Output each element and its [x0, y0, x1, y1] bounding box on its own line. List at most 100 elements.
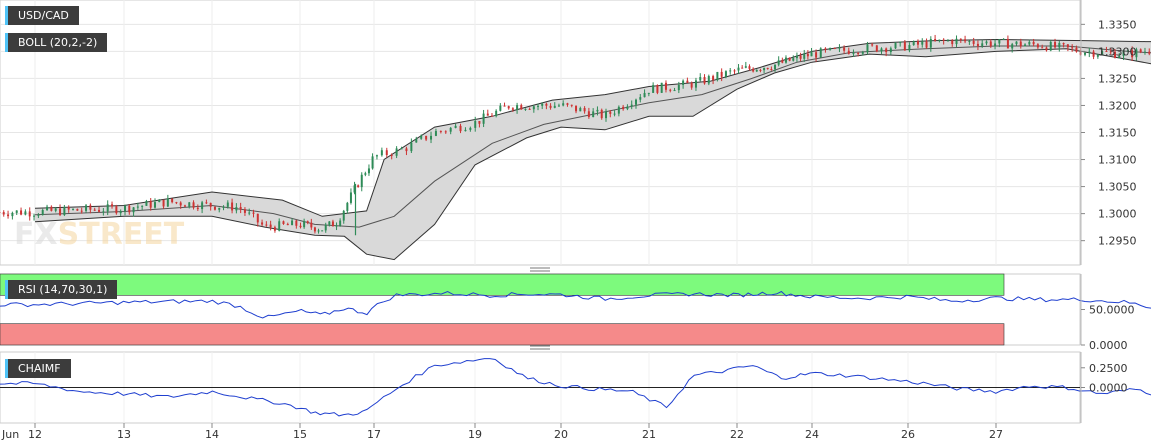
candle-body: [656, 85, 659, 93]
candle-body: [1028, 41, 1031, 45]
candle-body: [328, 221, 331, 225]
candle-body: [1113, 51, 1116, 58]
candle-body: [54, 208, 57, 211]
candle-body: [838, 47, 841, 49]
candle-body: [575, 105, 578, 112]
candle-body: [291, 220, 294, 226]
candle-body: [33, 215, 36, 217]
candle-body: [106, 204, 109, 212]
bollinger-middle-line: [34, 45, 1151, 228]
pane-resize-handle[interactable]: [530, 345, 550, 350]
price-tick-label: 1.3200: [1098, 99, 1137, 112]
watermark: FXSTREET: [14, 217, 185, 252]
bollinger-upper-line: [34, 38, 1151, 217]
candle-body: [959, 38, 962, 40]
candle-body: [299, 225, 302, 228]
rsi-tick-label: 50.0000: [1089, 304, 1135, 317]
price-tick-label: 1.2950: [1098, 235, 1137, 248]
candle-body: [908, 45, 911, 51]
candle-body: [669, 89, 672, 91]
candle-body: [885, 48, 888, 53]
candle-body: [951, 40, 954, 45]
candle-body: [626, 106, 629, 110]
candle-body: [367, 168, 370, 174]
candle-body: [132, 207, 135, 213]
pane-resize-handle[interactable]: [530, 267, 550, 272]
candle-body: [1118, 55, 1121, 58]
candle-body: [755, 69, 758, 72]
candle-body: [763, 67, 766, 71]
candle-body: [115, 206, 118, 214]
symbol-label[interactable]: USD/CAD: [5, 6, 79, 25]
candle-body: [303, 221, 306, 228]
rsi-overbought-zone: [0, 273, 1005, 296]
candle-body: [175, 202, 178, 204]
candle-body: [1066, 44, 1069, 48]
candle-body: [46, 206, 49, 210]
candle-body: [955, 38, 958, 45]
candle-body: [171, 198, 174, 203]
candle-body: [630, 104, 633, 107]
candle-body: [59, 208, 62, 216]
price-tick-label: 1.3250: [1098, 72, 1137, 85]
candle-body: [425, 135, 428, 140]
candle-body: [929, 38, 932, 48]
candle-body: [72, 208, 75, 210]
candle-body: [770, 69, 773, 71]
candle-body: [1126, 50, 1129, 52]
candle-body: [364, 173, 367, 175]
candle-body: [1139, 49, 1142, 53]
candle-body: [1002, 38, 1005, 40]
candle-body: [545, 103, 548, 106]
candlestick-series: [0, 34, 1151, 236]
candle-body: [149, 201, 152, 208]
candle-body: [499, 105, 502, 111]
candle-body: [486, 113, 489, 116]
candle-body: [102, 211, 105, 213]
candle-body: [37, 214, 40, 216]
candle-body: [371, 156, 374, 169]
candle-body: [729, 70, 732, 72]
candle-body: [166, 198, 169, 207]
candle-body: [852, 52, 855, 54]
rsi-oversold-zone: [0, 323, 1005, 346]
chaimf-label[interactable]: CHAIMF: [5, 359, 71, 378]
candle-body: [1105, 50, 1108, 52]
candle-body: [880, 48, 883, 52]
candle-body: [566, 103, 569, 105]
candle-body: [989, 41, 992, 47]
candle-body: [634, 99, 637, 105]
candle-body: [819, 48, 822, 58]
candle-body: [410, 142, 413, 152]
candle-body: [690, 82, 693, 88]
candle-body: [583, 108, 586, 112]
candle-body: [994, 43, 997, 47]
candle-body: [795, 55, 798, 59]
candle-body: [93, 209, 96, 211]
candle-body: [192, 202, 195, 208]
time-tick-label: 14: [205, 428, 219, 441]
candle-body: [549, 105, 552, 108]
candle-body: [925, 41, 928, 48]
candle-body: [647, 92, 650, 94]
price-tick-label: 1.3300: [1098, 45, 1137, 58]
time-tick-label: 22: [730, 428, 744, 441]
candle-body: [449, 127, 452, 132]
candle-body: [894, 43, 897, 49]
candle-body: [1143, 51, 1146, 53]
bollinger-label[interactable]: BOLL (20,2,-2): [5, 33, 108, 52]
candle-body: [128, 205, 131, 213]
candle-body: [712, 76, 715, 81]
candle-body: [89, 205, 92, 210]
candle-body: [162, 199, 165, 207]
rsi-label[interactable]: RSI (14,70,30,1): [5, 280, 118, 299]
candle-body: [205, 202, 208, 204]
candle-body: [1071, 47, 1074, 49]
candle-body: [24, 211, 27, 215]
candle-body: [503, 105, 506, 107]
candle-body: [1036, 44, 1039, 48]
candle-body: [553, 105, 556, 108]
candle-body: [310, 222, 313, 228]
candle-body: [222, 206, 225, 208]
